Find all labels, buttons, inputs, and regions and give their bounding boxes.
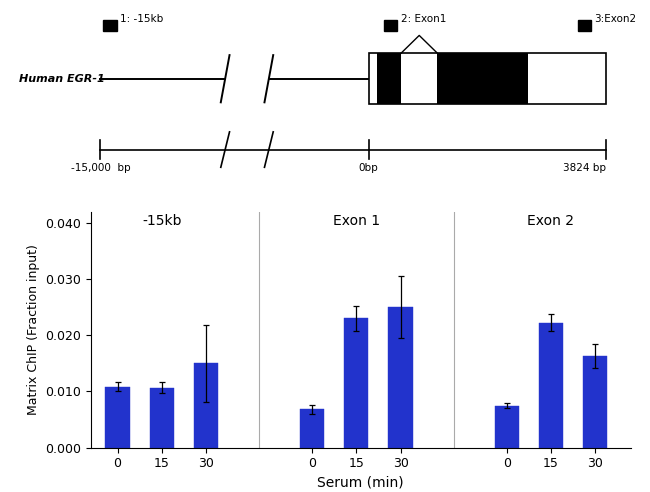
Text: 2: Exon1: 2: Exon1 (400, 14, 446, 24)
Text: -15kb: -15kb (142, 214, 181, 228)
Bar (344, 318, 369, 448)
Text: 1: -15kb: 1: -15kb (120, 14, 164, 24)
Text: -15,000  bp: -15,000 bp (71, 163, 130, 173)
Bar (369, 53, 606, 104)
Bar (389, 307, 413, 448)
Y-axis label: Matrix ChIP (Fraction input): Matrix ChIP (Fraction input) (27, 244, 40, 415)
Bar (378, 53, 401, 104)
Bar (539, 323, 563, 448)
Bar (103, 20, 117, 31)
Text: Exon 1: Exon 1 (333, 214, 380, 228)
Bar (495, 405, 519, 448)
X-axis label: Serum (min): Serum (min) (317, 476, 404, 490)
Text: Exon 2: Exon 2 (527, 214, 575, 228)
Bar (384, 20, 397, 31)
Bar (300, 409, 324, 448)
Text: 3:Exon2: 3:Exon2 (595, 14, 637, 24)
Text: 3824 bp: 3824 bp (563, 163, 606, 173)
Text: Human EGR-1: Human EGR-1 (20, 74, 105, 84)
Text: 0bp: 0bp (359, 163, 378, 173)
Bar (105, 387, 130, 448)
Bar (578, 20, 592, 31)
Bar (150, 388, 174, 448)
Bar (194, 364, 218, 448)
Bar (583, 356, 607, 448)
Bar (437, 53, 528, 104)
